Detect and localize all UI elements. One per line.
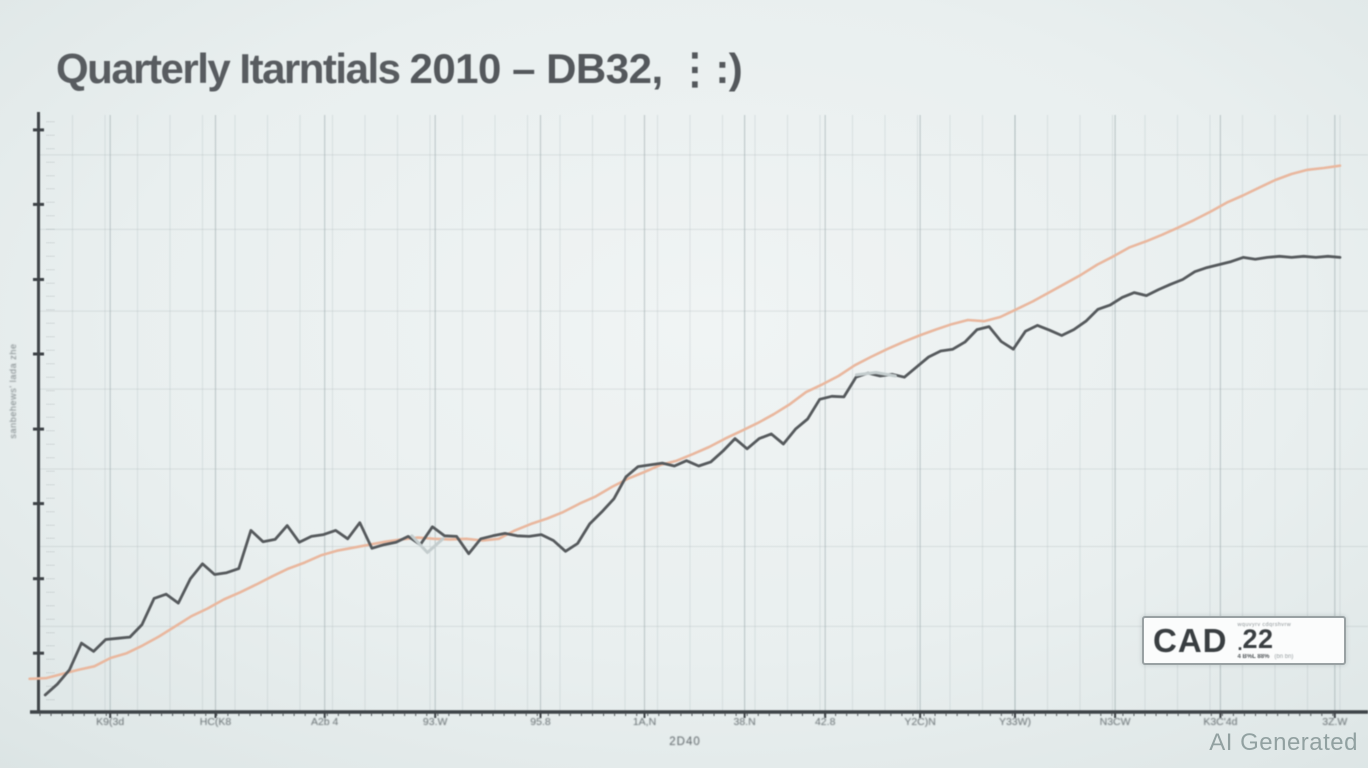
y-tick-label-illegible: ⋅⋅⋅⋅⋅ bbox=[46, 214, 55, 220]
y-tick-label-illegible: ⋅⋅⋅⋅⋅ bbox=[46, 496, 55, 502]
y-tick-label-illegible: ⋅⋅⋅⋅⋅ bbox=[46, 308, 55, 314]
badge-micro-bottom: 4 B%L 88% (bn bn) bbox=[1238, 654, 1294, 660]
badge-decimal-point: . bbox=[1237, 634, 1243, 655]
x-tick-label: HC(K8 bbox=[199, 716, 232, 728]
x-axis-title: 2D40 bbox=[669, 736, 701, 748]
y-tick-label-illegible: ⋅⋅⋅⋅⋅ bbox=[46, 120, 55, 126]
y-tick-label-illegible: ⋅⋅⋅⋅⋅ bbox=[46, 604, 55, 610]
y-tick-label-illegible: ⋅⋅⋅⋅⋅ bbox=[46, 577, 55, 583]
y-tick-label-illegible: ⋅⋅⋅⋅⋅ bbox=[46, 483, 55, 489]
y-tick-label-illegible: ⋅⋅⋅⋅⋅ bbox=[46, 268, 55, 274]
chart-title-suffix: 2010 – DB32, ⋮:) bbox=[409, 45, 743, 92]
badge-micro-top: wquvyrv cdqrshvrw bbox=[1237, 621, 1292, 628]
y-tick-label-illegible: ⋅⋅⋅⋅⋅ bbox=[46, 187, 55, 193]
y-tick-label-illegible: ⋅⋅⋅⋅⋅ bbox=[46, 241, 55, 247]
y-tick-label-illegible: ⋅⋅⋅⋅⋅ bbox=[46, 133, 55, 139]
y-tick-label-illegible: ⋅⋅⋅⋅⋅ bbox=[46, 644, 55, 650]
ghost-line-artifact bbox=[854, 371, 897, 378]
y-tick-label-illegible: ⋅⋅⋅⋅⋅ bbox=[46, 349, 55, 355]
y-tick-label-illegible: ⋅⋅⋅⋅⋅ bbox=[46, 295, 55, 301]
x-tick-label: K3C'4d bbox=[1203, 716, 1238, 728]
y-tick-label-illegible: ⋅⋅⋅⋅⋅ bbox=[46, 375, 55, 381]
currency-badge: CAD wquvyrv cdqrshvrw . 22 4 B%L 88% (bn… bbox=[1142, 616, 1346, 665]
y-tick-label-illegible: ⋅⋅⋅⋅⋅ bbox=[46, 658, 55, 664]
y-tick-label-illegible: ⋅⋅⋅⋅⋅ bbox=[46, 322, 55, 328]
y-tick-label-illegible: ⋅⋅⋅⋅⋅ bbox=[46, 456, 55, 462]
y-tick-label-illegible: ⋅⋅⋅⋅⋅ bbox=[46, 389, 55, 395]
y-tick-label-illegible: ⋅⋅⋅⋅⋅ bbox=[46, 254, 55, 260]
x-tick-label: 3Z.W bbox=[1322, 716, 1348, 728]
jagged-dark-line bbox=[43, 254, 1342, 697]
y-tick-label-illegible: ⋅⋅⋅⋅⋅ bbox=[46, 469, 55, 475]
x-tick-label: Y2C)N bbox=[904, 716, 936, 728]
y-tick-label-illegible: ⋅⋅⋅⋅⋅ bbox=[46, 671, 55, 677]
y-tick-label-illegible: ⋅⋅⋅⋅⋅ bbox=[46, 631, 55, 637]
badge-value-row: . 22 bbox=[1237, 624, 1294, 655]
y-tick-label-illegible: ⋅⋅⋅⋅⋅ bbox=[46, 523, 55, 529]
y-tick-label-illegible: ⋅⋅⋅⋅⋅ bbox=[46, 685, 55, 691]
y-tick-label-illegible: ⋅⋅⋅⋅⋅ bbox=[46, 228, 55, 234]
y-tick-label-illegible: ⋅⋅⋅⋅⋅ bbox=[46, 590, 55, 596]
y-tick-label-illegible: ⋅⋅⋅⋅⋅ bbox=[46, 147, 55, 153]
y-tick-label-illegible: ⋅⋅⋅⋅⋅ bbox=[46, 443, 55, 449]
y-tick-label-illegible: ⋅⋅⋅⋅⋅ bbox=[46, 174, 55, 180]
ghost-line-artifact bbox=[410, 534, 445, 554]
y-tick-label-illegible: ⋅⋅⋅⋅⋅ bbox=[46, 362, 55, 368]
x-tick-label: 42.8 bbox=[814, 716, 836, 728]
y-tick-label-illegible: ⋅⋅⋅⋅⋅ bbox=[46, 698, 55, 704]
y-tick-label-illegible: ⋅⋅⋅⋅⋅ bbox=[46, 402, 55, 408]
x-tick-label: 1A,N bbox=[632, 716, 657, 728]
x-tick-label: Y33W) bbox=[998, 716, 1032, 728]
x-tick-label: A2b 4 bbox=[310, 716, 339, 728]
badge-micro-bottom-right: (bn bn) bbox=[1274, 654, 1294, 661]
badge-value-group: wquvyrv cdqrshvrw . 22 4 B%L 88% (bn bn) bbox=[1237, 621, 1294, 660]
chart-title: Quarterly Itarntials 2010 – DB32, ⋮:) bbox=[56, 44, 743, 93]
y-tick-label-illegible: ⋅⋅⋅⋅⋅ bbox=[46, 335, 55, 341]
y-tick-label-illegible: ⋅⋅⋅⋅⋅ bbox=[46, 564, 55, 570]
x-tick-label: 95.8 bbox=[530, 716, 551, 728]
badge-value: 22 bbox=[1242, 624, 1274, 655]
x-tick-label: 93.W bbox=[422, 716, 448, 728]
y-tick-label-illegible: ⋅⋅⋅⋅⋅ bbox=[46, 416, 55, 422]
x-tick-label: 38.N bbox=[733, 716, 756, 728]
badge-micro-bottom-left: 4 B%L 88% bbox=[1237, 654, 1270, 661]
x-tick-label: K9(3d bbox=[96, 716, 125, 728]
y-tick-label-illegible: ⋅⋅⋅⋅⋅ bbox=[46, 201, 55, 207]
y-tick-label-illegible: ⋅⋅⋅⋅⋅ bbox=[46, 281, 55, 287]
y-tick-label-illegible: ⋅⋅⋅⋅⋅ bbox=[46, 510, 55, 516]
y-tick-label-illegible: ⋅⋅⋅⋅⋅ bbox=[46, 429, 55, 435]
smooth-salmon-line bbox=[28, 164, 1342, 681]
y-tick-label-illegible: ⋅⋅⋅⋅⋅ bbox=[46, 550, 55, 556]
y-tick-label-illegible: ⋅⋅⋅⋅⋅ bbox=[46, 537, 55, 543]
currency-code: CAD bbox=[1153, 621, 1228, 659]
chart-title-main: Quarterly Itarntials bbox=[56, 45, 401, 92]
y-tick-label-illegible: ⋅⋅⋅⋅⋅ bbox=[46, 617, 55, 623]
ai-generated-watermark: AI Generated bbox=[1209, 729, 1358, 756]
y-tick-label-illegible: ⋅⋅⋅⋅⋅ bbox=[46, 160, 55, 166]
x-tick-label: N3CW bbox=[1099, 716, 1131, 728]
